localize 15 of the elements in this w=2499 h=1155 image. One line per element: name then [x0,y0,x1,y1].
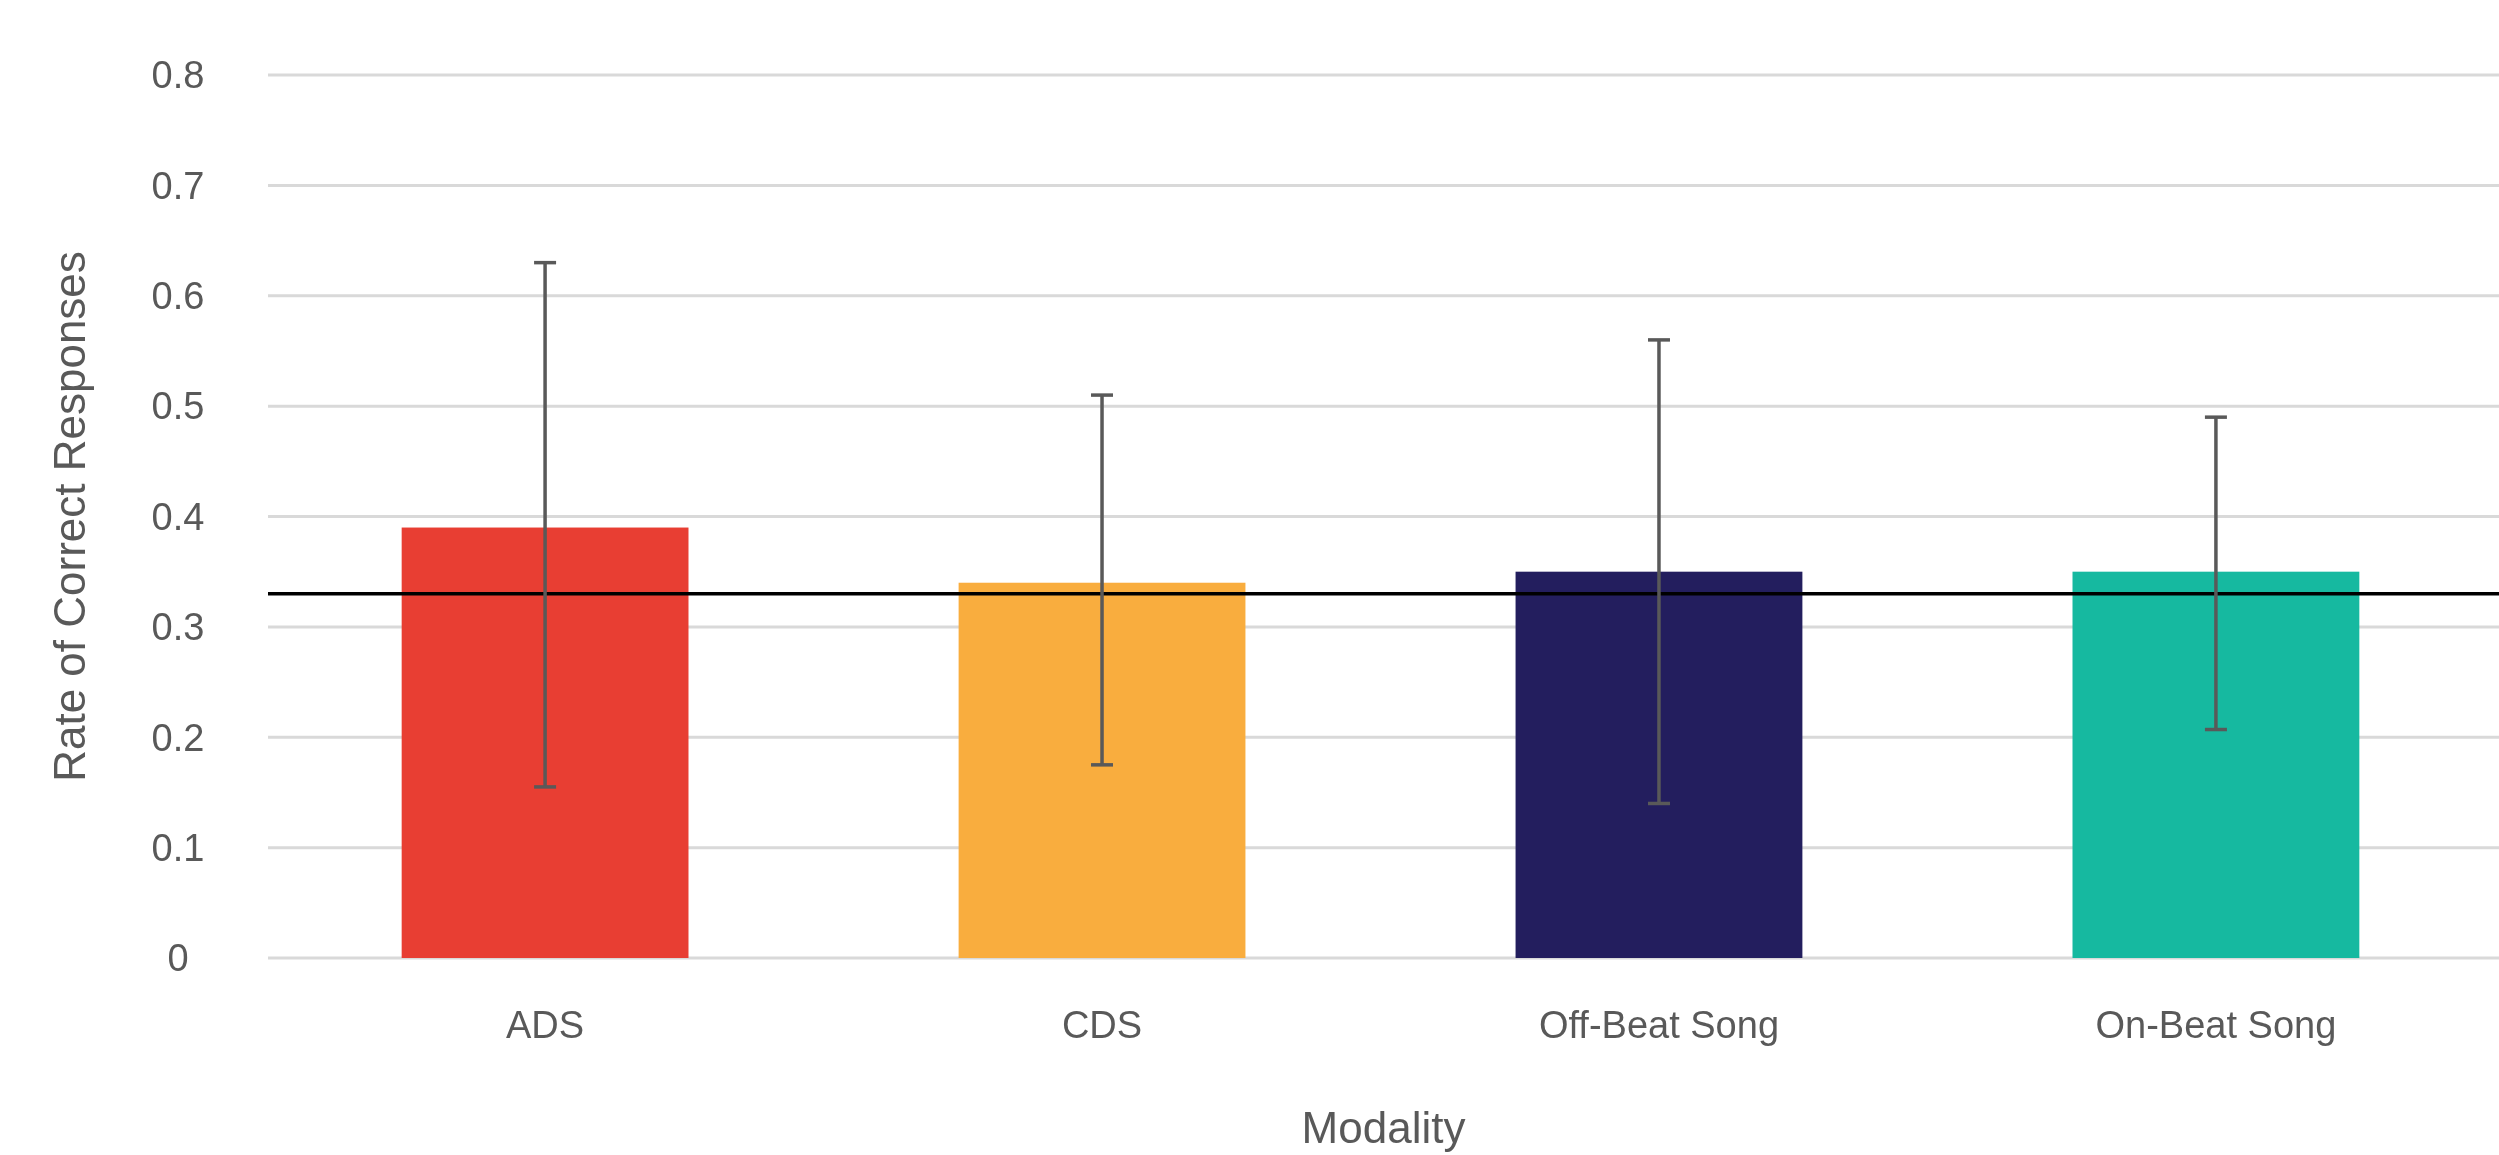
y-tick-label: 0.2 [151,716,205,759]
y-tick-label: 0.1 [151,826,205,869]
y-tick-label: 0.5 [151,385,205,428]
x-axis-title: Modality [1301,1103,1466,1152]
y-tick-label: 0.3 [151,606,205,649]
x-tick-label: CDS [1061,1004,1143,1046]
y-tick-label: 0.6 [151,275,205,318]
x-tick-label: On-Beat Song [2095,1004,2337,1046]
y-tick-label: 0.4 [151,495,205,538]
y-tick-label: 0.8 [151,54,205,97]
y-tick-label: 0.7 [151,164,205,207]
y-axis-title: Rate of Correct Responses [45,251,94,782]
x-tick-label: Off-Beat Song [1538,1004,1780,1046]
x-tick-label: ADS [506,1004,585,1046]
y-tick-label: 0 [167,937,189,980]
